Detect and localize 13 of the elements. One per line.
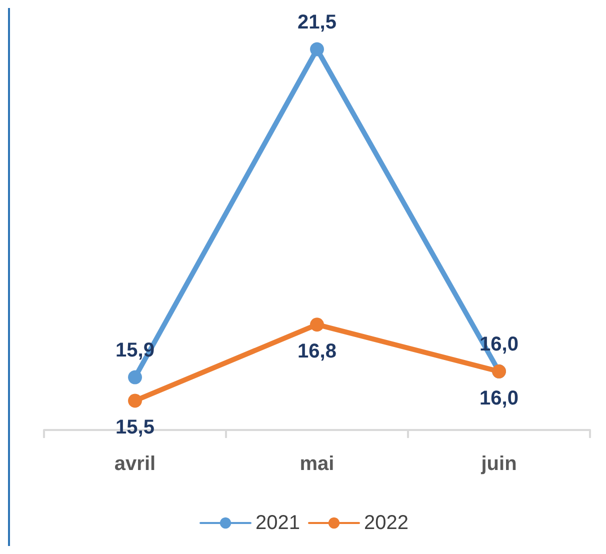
x-tick-label: avril <box>114 453 156 475</box>
data-label: 16,0 <box>480 387 518 410</box>
point <box>310 318 324 332</box>
x-tick-label: mai <box>300 453 334 475</box>
data-label: 15,5 <box>116 416 154 439</box>
legend-label: 2022 <box>364 512 408 534</box>
point <box>310 42 324 56</box>
point <box>128 394 142 408</box>
point <box>128 370 142 384</box>
data-label: 16,8 <box>298 340 336 363</box>
x-tick-label: juin <box>480 453 517 475</box>
data-label: 21,5 <box>298 11 336 34</box>
legend-label: 2021 <box>256 512 300 534</box>
